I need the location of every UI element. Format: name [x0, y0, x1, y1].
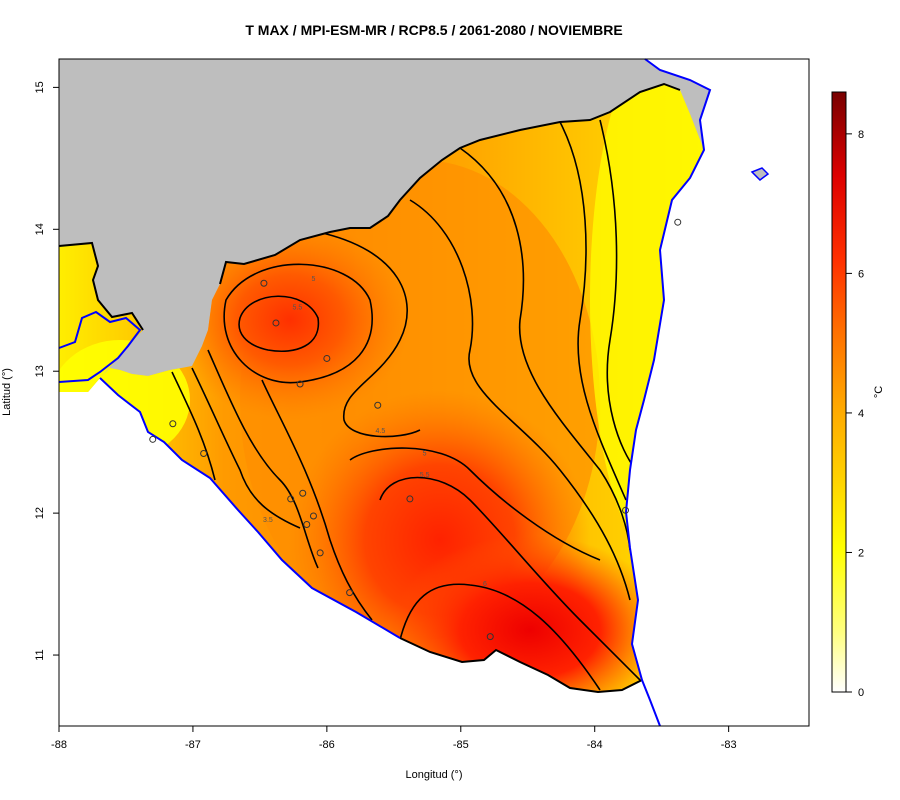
colorbar-ticks: 0 2 4 6 8 [846, 129, 864, 699]
y-tick-label: 12 [34, 507, 46, 519]
y-tick-label: 15 [34, 81, 46, 93]
station-marker [406, 495, 414, 503]
nicaragua-border [58, 82, 681, 694]
contour-label: 5.5 [293, 304, 303, 311]
x-tick-label: -88 [51, 739, 67, 751]
station-marker [622, 506, 630, 514]
y-tick-label: 14 [34, 223, 46, 235]
pacific-ocean [59, 378, 660, 726]
stations [149, 218, 682, 641]
contour-lines [171, 119, 641, 691]
x-axis-title: Longitud (°) [406, 769, 463, 781]
colorbar-tick-label: 6 [858, 268, 864, 280]
y-axis: 15 14 13 12 11 [34, 81, 59, 661]
station-marker [316, 549, 324, 557]
lake-coastline-small [750, 167, 770, 181]
caribbean-coastline [624, 58, 712, 727]
contour-label: 3.5 [263, 517, 273, 524]
station-marker [346, 589, 354, 597]
temperature-field [59, 84, 704, 692]
x-tick-label: -85 [453, 739, 469, 751]
station-marker [169, 420, 177, 428]
station-marker [299, 489, 307, 497]
y-tick-label: 11 [34, 649, 46, 660]
station-marker [309, 512, 317, 520]
station-marker [486, 633, 494, 641]
pacific-coastline [58, 310, 401, 639]
y-axis-title: Latitud (°) [1, 368, 13, 416]
x-tick-label: -84 [587, 739, 603, 751]
x-axis: -88 -87 -86 -85 -84 -83 [51, 726, 737, 751]
station-marker [374, 401, 382, 409]
colorbar-tick-label: 0 [858, 687, 864, 699]
contour-label: 5 [423, 451, 427, 458]
station-marker [287, 495, 295, 503]
contour-label: 6 [483, 581, 487, 588]
x-tick-label: -83 [721, 739, 737, 751]
colorbar-ramp [831, 91, 847, 693]
station-marker [296, 380, 304, 388]
colorbar: 0 2 4 6 8 °C [831, 91, 885, 699]
chart-title: T MAX / MPI-ESM-MR / RCP8.5 / 2061-2080 … [245, 22, 622, 38]
colorbar-tick-label: 8 [858, 129, 864, 141]
station-marker [149, 435, 157, 443]
station-marker [200, 450, 208, 458]
station-marker [272, 319, 280, 327]
contour-label: 5 [312, 276, 316, 283]
y-tick-label: 13 [34, 365, 46, 377]
station-marker [674, 218, 682, 226]
colorbar-unit-label: °C [873, 386, 885, 398]
colorbar-tick-label: 2 [858, 547, 864, 559]
caribbean-sea [626, 59, 809, 726]
colorbar-tick-label: 4 [858, 408, 864, 420]
station-marker [260, 279, 268, 287]
contour-label: 5.5 [420, 472, 430, 479]
contour-labels: 5 5.5 4.5 5 5.5 3.5 6 [263, 276, 487, 588]
plot-frame [58, 58, 810, 727]
station-marker [303, 520, 311, 528]
station-marker [323, 354, 331, 362]
x-tick-label: -86 [319, 739, 335, 751]
x-tick-label: -87 [185, 739, 201, 751]
contour-label: 4.5 [376, 428, 386, 435]
